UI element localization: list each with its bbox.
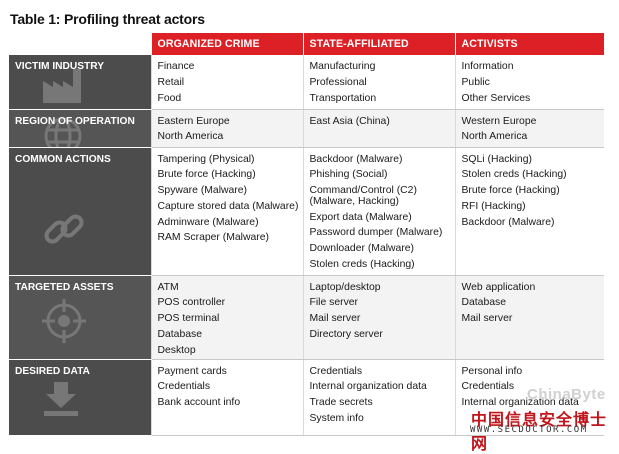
list-item: Password dumper (Malware)	[309, 227, 443, 239]
row-label: TARGETED ASSETS	[15, 281, 114, 293]
list-item: Internal organization data	[309, 381, 427, 393]
row-header: COMMON ACTIONS	[9, 147, 151, 276]
row-header: TARGETED ASSETS	[9, 275, 151, 360]
cell-activists: Western Europe North America	[454, 109, 604, 148]
list-item: File server	[309, 297, 359, 309]
column-header-state-affiliated: STATE-AFFILIATED	[302, 33, 455, 55]
list-item: POS terminal	[157, 313, 220, 325]
table-row: REGION OF OPERATION Eastern Europe North A…	[9, 109, 604, 148]
row-label: COMMON ACTIONS	[15, 153, 111, 165]
list-item: Database	[157, 328, 202, 340]
list-item: Tampering (Physical)	[157, 153, 255, 165]
list-item: Stolen creds (Hacking)	[461, 169, 567, 181]
list-item: Laptop/desktop	[309, 281, 381, 293]
list-item: Export data (Malware)	[309, 211, 412, 223]
download-icon	[41, 380, 81, 424]
list-item: Web application	[461, 281, 536, 293]
header-row: ORGANIZED CRIME STATE-AFFILIATED ACTIVIS…	[9, 33, 604, 55]
list-item: Capture stored data (Malware)	[157, 200, 299, 212]
list-item: North America	[461, 131, 528, 143]
cell-state-affiliated: Laptop/desktop File server Mail server Dire…	[302, 275, 455, 360]
list-item: Manufacturing	[309, 61, 376, 72]
cell-activists: Information Public Other Services	[454, 55, 604, 110]
list-item: RFI (Hacking)	[461, 200, 526, 212]
header-corner	[9, 33, 151, 55]
list-item: Spyware (Malware)	[157, 185, 248, 197]
list-item: SQLi (Hacking)	[461, 153, 532, 165]
cell-state-affiliated: Backdoor (Malware) Phishing (Social) Comma…	[302, 147, 455, 276]
cell-activists: SQLi (Hacking) Stolen creds (Hacking) Brut…	[454, 147, 604, 276]
list-item: Stolen creds (Hacking)	[309, 259, 415, 271]
cell-organized-crime: Payment cards Credentials Bank account inf…	[150, 359, 303, 436]
list-item: Retail	[157, 76, 185, 88]
crosshair-icon	[41, 298, 87, 350]
row-header: DESIRED DATA	[9, 359, 151, 436]
list-item: Trade secrets	[309, 397, 373, 409]
cell-organized-crime: ATM POS controller POS terminal Database Des…	[150, 275, 303, 360]
list-item: Adminware (Malware)	[157, 216, 259, 228]
list-item: Backdoor (Malware)	[461, 216, 555, 228]
row-label: REGION OF OPERATION	[15, 115, 135, 127]
cell-activists: Personal info Credentials Internal organiz…	[454, 359, 604, 436]
list-item: Payment cards	[157, 365, 227, 377]
threat-actor-table: ORGANIZED CRIME STATE-AFFILIATED ACTIVIS…	[9, 33, 604, 436]
list-item: Information	[461, 61, 514, 72]
list-item: Brute force (Hacking)	[461, 185, 560, 197]
watermark-brand: ChinaByte	[527, 386, 606, 403]
cell-activists: Web application Database Mail server	[454, 275, 604, 360]
list-item: Phishing (Social)	[309, 169, 388, 181]
list-item: East Asia (China)	[309, 115, 390, 127]
table-row: TARGETED ASSETS ATM POS controller POS term…	[9, 275, 604, 360]
list-item: Food	[157, 92, 182, 104]
list-item: Directory server	[309, 328, 383, 340]
list-item: Other Services	[461, 92, 531, 104]
row-label: DESIRED DATA	[15, 365, 90, 377]
list-item: Public	[461, 76, 490, 88]
list-item: Transportation	[309, 92, 377, 104]
cell-organized-crime: Tampering (Physical) Brute force (Hacking…	[150, 147, 303, 276]
list-item: Eastern Europe	[157, 115, 230, 127]
list-item: Credentials	[157, 381, 211, 393]
list-item: Internal organization data	[461, 397, 579, 409]
cell-state-affiliated: Credentials Internal organization data Tra…	[302, 359, 455, 436]
table-row: VICTIM INDUSTRY Finance Retail Food Manufact…	[9, 55, 604, 110]
list-item: Credentials	[461, 381, 515, 393]
factory-icon	[41, 67, 85, 108]
row-header: VICTIM INDUSTRY	[9, 55, 151, 110]
list-item: Personal info	[461, 365, 523, 377]
list-item: Database	[461, 297, 506, 309]
chain-link-icon	[41, 206, 87, 258]
cell-state-affiliated: East Asia (China)	[302, 109, 455, 148]
list-item: Mail server	[309, 313, 361, 325]
list-item: ATM	[157, 281, 179, 293]
list-item: North America	[157, 131, 224, 143]
list-item: RAM Scraper (Malware)	[157, 232, 269, 244]
list-item: Brute force (Hacking)	[157, 169, 256, 181]
row-header: REGION OF OPERATION	[9, 109, 151, 148]
table-row: DESIRED DATA Payment cards Credentials Bank…	[9, 359, 604, 436]
globe-icon	[41, 116, 85, 146]
list-item: Professional	[309, 76, 367, 88]
list-item: Bank account info	[157, 397, 241, 409]
table-row: COMMON ACTIONS Tampering (Physical) Brute …	[9, 147, 604, 276]
list-item: Western Europe	[461, 115, 537, 127]
table-title: Table 1: Profiling threat actors	[10, 11, 205, 27]
row-label: VICTIM INDUSTRY	[15, 61, 105, 72]
list-item: Desktop	[157, 344, 196, 356]
list-item: Backdoor (Malware)	[309, 153, 403, 165]
list-item: (Malware, Hacking)	[309, 195, 400, 207]
list-item: Mail server	[461, 313, 513, 325]
list-item: POS controller	[157, 297, 226, 309]
list-item: Downloader (Malware)	[309, 243, 415, 255]
cell-organized-crime: Finance Retail Food	[150, 55, 303, 110]
cell-organized-crime: Eastern Europe North America	[150, 109, 303, 148]
watermark-url: WWW.SECDOCTOR.COM	[470, 425, 588, 435]
column-header-activists: ACTIVISTS	[454, 33, 604, 55]
cell-state-affiliated: Manufacturing Professional Transportation	[302, 55, 455, 110]
list-item: System info	[309, 412, 364, 424]
list-item: Credentials	[309, 365, 363, 377]
list-item: Finance	[157, 61, 195, 72]
list-item: Command/Control (C2)	[309, 185, 417, 197]
column-header-organized-crime: ORGANIZED CRIME	[150, 33, 303, 55]
